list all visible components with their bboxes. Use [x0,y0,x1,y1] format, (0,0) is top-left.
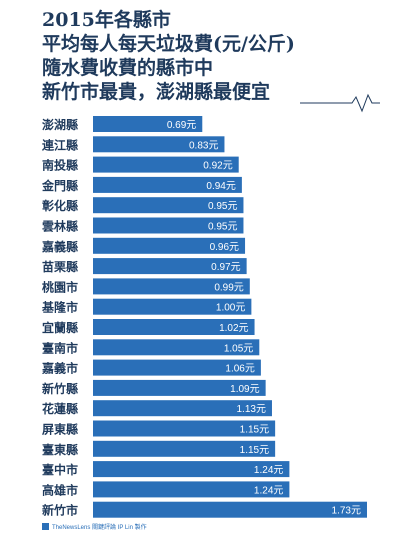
category-label: 臺南市 [42,340,78,355]
value-label: 0.99元 [214,282,243,293]
bar [93,278,250,295]
bar [93,217,244,234]
value-label: 0.95元 [208,222,237,233]
chart-title: 2015年各縣市 平均每人每天垃圾費(元/公斤) 隨水費收費的縣市中 新竹市最貴… [42,8,382,104]
bar [93,481,290,498]
value-label: 1.06元 [225,364,254,375]
newslens-logo-icon [42,523,49,530]
category-label: 苗栗縣 [42,259,78,274]
bar [93,339,260,356]
category-label: 嘉義市 [41,361,78,376]
category-label: 高雄市 [42,482,78,497]
category-label: 南投縣 [42,158,78,173]
bar [93,420,276,437]
value-label: 0.96元 [210,242,239,253]
title-line-1: 2015年各縣市 [42,9,171,31]
value-label: 1.05元 [224,343,253,354]
category-label: 基隆市 [41,300,78,315]
bar [93,298,252,315]
category-label: 宜蘭縣 [42,320,78,335]
category-label: 連江縣 [42,137,78,152]
value-label: 1.73元 [332,506,361,517]
bar [93,440,276,457]
bar [93,197,244,214]
category-label: 金門縣 [41,178,78,193]
value-label: 1.00元 [216,303,245,314]
bar [93,461,290,478]
value-label: 0.97元 [211,262,240,273]
category-label: 新竹縣 [42,381,78,396]
value-label: 1.09元 [230,384,259,395]
footer-credit: TheNewsLens 關鍵評論 IP Lin 製作 [42,522,147,531]
value-label: 1.15元 [240,445,269,456]
bar [93,176,242,193]
category-label: 桃園市 [42,279,78,294]
category-label: 屏東縣 [41,422,78,437]
category-label: 花蓮縣 [42,401,78,416]
value-label: 0.94元 [206,181,235,192]
category-label: 彰化縣 [42,198,78,213]
bar [93,237,246,254]
value-label: 0.95元 [208,201,237,212]
category-label: 雲林縣 [42,219,78,234]
bar [93,258,247,275]
title-line-2: 平均每人每天垃圾費(元/公斤) [42,33,295,55]
bar [93,501,367,518]
category-label: 澎湖縣 [42,117,78,132]
title-line-3: 隨水費收費的縣市中 [42,57,214,79]
category-label: 臺中市 [42,462,78,477]
value-label: 1.24元 [254,485,283,496]
bar [93,136,225,153]
value-label: 1.13元 [237,404,266,415]
bar [93,379,266,396]
bar [93,116,203,132]
category-label: 臺東縣 [42,442,78,457]
value-label: 1.02元 [219,323,248,334]
value-label: 1.15元 [240,425,269,436]
bar [93,156,239,173]
bar [93,400,272,417]
value-label: 1.24元 [254,465,283,476]
category-label: 新竹市 [42,503,78,518]
footer-credit-text: TheNewsLens 關鍵評論 IP Lin 製作 [52,525,147,531]
title-line-4: 新竹市最貴，澎湖縣最便宜 [42,81,271,103]
value-label: 0.69元 [167,120,196,131]
value-label: 0.83元 [189,140,218,151]
category-label: 嘉義縣 [41,239,78,254]
bar [93,359,261,376]
bar [93,319,255,335]
value-label: 0.92元 [203,161,232,172]
title-decoration-line [300,93,380,113]
